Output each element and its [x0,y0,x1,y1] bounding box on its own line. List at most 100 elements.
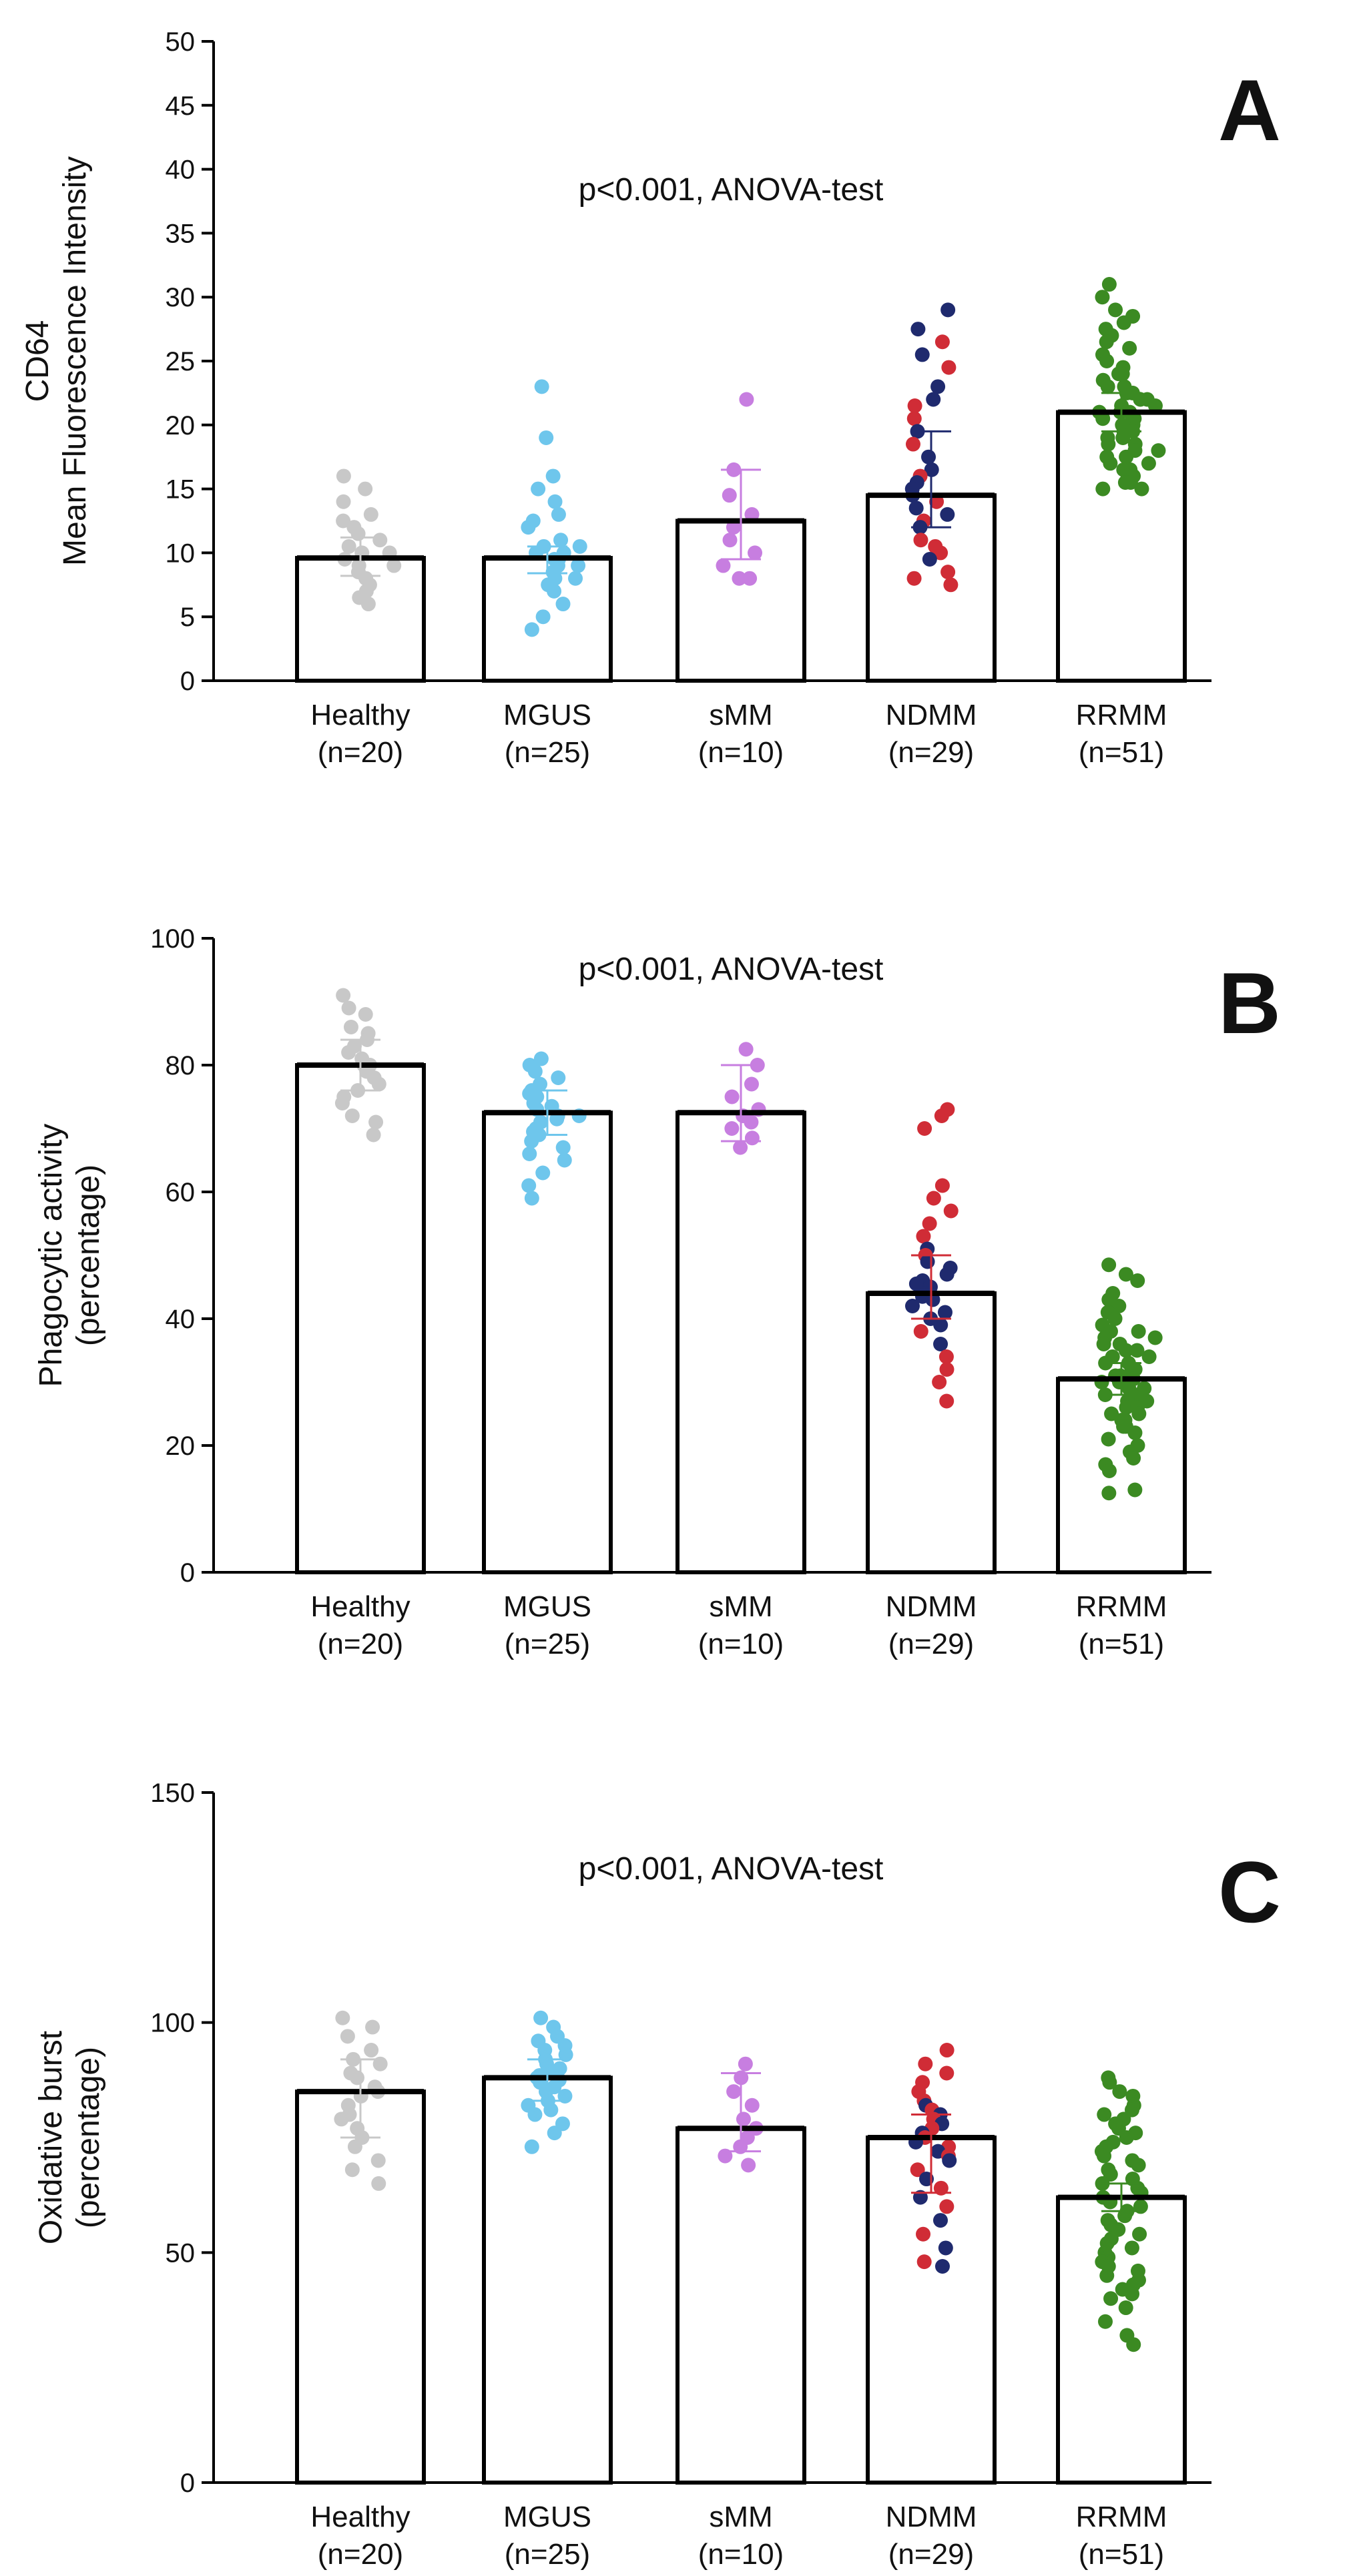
data-point [1099,354,1115,368]
data-point [922,1216,937,1231]
data-point [1099,334,1114,350]
y-tick-label: 25 [166,347,196,376]
data-point [521,520,536,535]
data-point [744,507,760,522]
data-point [336,513,351,529]
data-point [535,1165,551,1181]
data-point [1129,1343,1145,1358]
data-point [343,1020,358,1034]
annotation-text: p<0.001, ANOVA-test [579,952,884,987]
data-point [366,1127,381,1143]
data-point [916,1229,931,1244]
y-tick-label: 80 [166,1051,196,1080]
data-point [531,481,546,497]
data-point [363,507,378,522]
data-point [360,597,376,612]
data-point [1099,2268,1115,2283]
data-point [1124,2240,1139,2256]
data-point [1141,1349,1157,1364]
data-point [336,468,351,484]
data-point [1119,2130,1134,2145]
data-point [905,436,920,452]
x-tick-n-label: (n=25) [505,2538,590,2571]
data-point [1123,475,1138,491]
data-point [368,1114,384,1130]
data-point [365,2019,380,2035]
data-point [1102,2075,1117,2090]
data-point [527,2107,543,2122]
x-tick-label: Healthy [310,1590,410,1623]
bar-healthy [295,1063,426,1574]
x-tick-n-label: (n=10) [698,736,784,769]
data-point [386,558,402,573]
data-point [908,501,924,516]
x-tick-n-label: (n=10) [698,1628,784,1660]
x-tick-n-label: (n=29) [888,1628,974,1660]
y-axis-label: Oxidative burst [33,2031,69,2244]
data-point [347,2139,362,2154]
bar-smm [675,1110,806,1574]
y-tick-label: 50 [166,27,196,57]
data-point [545,468,561,484]
data-point [726,520,741,535]
y-tick-label: 100 [150,924,195,954]
y-tick-label: 40 [166,155,196,185]
x-tick-label: RRMM [1076,1590,1167,1623]
data-point [1108,302,1123,318]
data-point [739,392,754,407]
data-point [527,1064,543,1079]
data-point [1100,379,1115,394]
x-tick-n-label: (n=51) [1079,2538,1164,2571]
data-point [933,1337,949,1351]
y-tick-label: 20 [166,1431,196,1461]
panel-letter: B [1218,954,1281,1052]
data-point [1101,436,1116,452]
panel-c: 0 50 100 150 Oxidative burst (percentage) Cp<0… [33,1779,1281,2571]
data-point [1147,1330,1163,1345]
data-point [350,2070,365,2085]
data-point [1115,430,1131,445]
data-point [522,1147,537,1161]
data-point [744,2098,760,2113]
data-point [555,1140,571,1155]
data-point [547,2126,562,2141]
x-tick-label: NDMM [886,1590,977,1623]
x-tick-n-label: (n=20) [318,736,403,769]
data-point [1126,2337,1141,2352]
data-point [341,539,356,554]
data-point [939,2065,955,2081]
y-tick-label: 0 [180,667,195,696]
data-point [335,2010,350,2025]
data-point [1118,2300,1133,2316]
data-point [1095,481,1111,497]
data-point [906,571,922,586]
y-axis-label: (percentage) [71,2047,106,2228]
data-point [524,2139,539,2154]
data-point [926,1191,941,1206]
y-tick-label: 60 [166,1178,196,1207]
data-point [913,533,928,548]
data-point [914,347,930,362]
y-axis-label: Phagocytic activity [33,1124,69,1387]
data-point [933,2213,949,2228]
data-point [336,494,351,509]
data-point [942,2153,957,2168]
data-point [722,488,737,503]
data-point [917,1121,932,1136]
data-point [910,2162,925,2178]
data-point [547,583,562,599]
bar-healthy [295,2089,426,2485]
x-tick-n-label: (n=29) [888,736,974,769]
annotation-text: p<0.001, ANOVA-test [579,172,884,208]
data-point [738,2056,753,2071]
y-tick-label: 100 [150,2009,195,2038]
data-point [534,379,549,394]
data-point [524,1134,539,1149]
data-point [535,609,551,625]
data-point [1103,456,1118,471]
data-point [916,2226,931,2242]
data-point [724,1089,740,1104]
data-point [364,2043,379,2058]
x-tick-n-label: (n=29) [888,2538,974,2571]
y-tick-label: 40 [166,1305,196,1334]
